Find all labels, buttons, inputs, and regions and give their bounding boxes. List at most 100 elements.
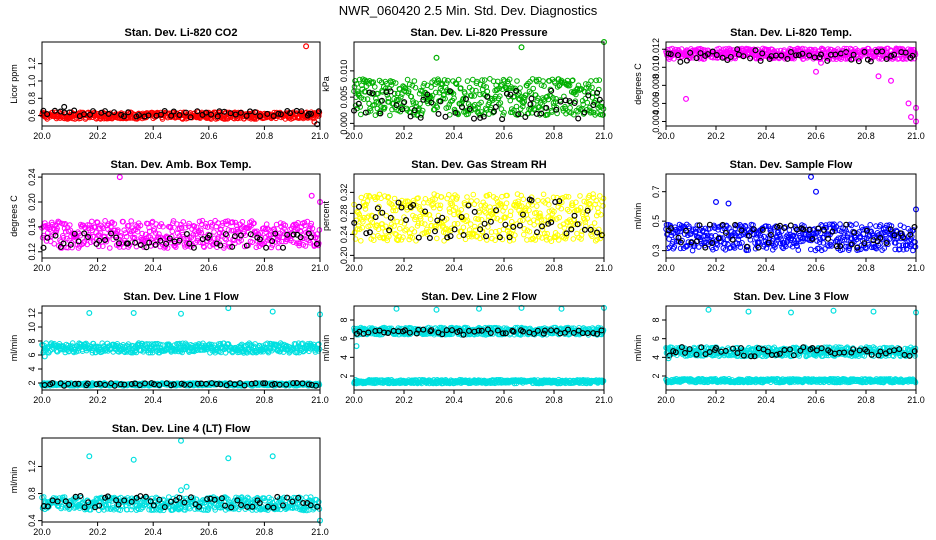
data-point [362, 89, 369, 95]
data-point [544, 197, 551, 203]
data-point [847, 45, 854, 52]
data-point [867, 222, 874, 228]
data-point [100, 243, 106, 249]
data-point [89, 218, 95, 225]
data-point [507, 97, 514, 104]
data-point [104, 222, 111, 229]
data-point [518, 111, 525, 117]
reference-point [677, 58, 684, 65]
outlier-point [907, 113, 914, 120]
data-point [107, 245, 113, 251]
reference-point [356, 203, 363, 210]
data-point [372, 84, 378, 90]
data-point [669, 45, 676, 52]
reference-point [667, 51, 674, 58]
y-axis-label: degrees C [633, 63, 643, 105]
data-point [541, 83, 547, 89]
reference-point [861, 48, 868, 55]
data-point [128, 218, 134, 224]
data-point [419, 107, 426, 114]
data-point [513, 103, 520, 110]
reference-point [734, 46, 741, 53]
reference-point [264, 110, 271, 117]
data-point [594, 110, 601, 116]
data-point [458, 85, 464, 91]
x-tick-label: 20.2 [89, 395, 107, 405]
reference-point [308, 110, 315, 117]
outlier-point [875, 73, 882, 80]
reference-point [437, 98, 444, 105]
data-point [464, 194, 470, 200]
data-point [600, 112, 606, 118]
y-axis-label: ml/min [9, 335, 19, 362]
data-point [384, 92, 391, 98]
data-point [134, 223, 140, 229]
data-point [387, 112, 393, 119]
data-point [397, 225, 403, 232]
reference-point [522, 113, 529, 120]
data-point [503, 200, 510, 206]
data-point [355, 90, 362, 97]
reference-point [51, 107, 58, 114]
data-point [521, 231, 527, 238]
x-tick-label: 20.4 [144, 395, 162, 405]
data-point [360, 78, 367, 85]
reference-point [553, 106, 560, 113]
reference-point [713, 51, 720, 58]
reference-point [513, 87, 520, 94]
reference-point [747, 55, 754, 62]
data-point [853, 221, 859, 227]
data-point [358, 111, 364, 118]
data-point [540, 78, 546, 84]
outlier-point [86, 310, 93, 317]
data-point [428, 95, 435, 102]
x-tick-label: 20.0 [33, 263, 51, 273]
data-point [137, 222, 144, 229]
data-point [97, 230, 104, 236]
data-point [786, 227, 793, 233]
reference-point [161, 107, 168, 114]
data-point [379, 89, 386, 95]
data-point [567, 105, 573, 111]
data-point [464, 78, 471, 84]
reference-point [263, 244, 270, 251]
data-point [453, 81, 460, 87]
data-point [571, 111, 577, 118]
data-point [375, 90, 381, 97]
data-point [425, 100, 431, 107]
data-point [411, 229, 418, 235]
reference-point [792, 52, 799, 59]
data-point [589, 84, 595, 91]
y-tick-label: 0.7 [651, 185, 661, 198]
y-tick-label: 0.32 [339, 184, 349, 202]
data-point [443, 80, 450, 86]
outlier-point [812, 188, 819, 195]
data-point [429, 92, 436, 99]
y-tick-label: 0.5 [651, 215, 661, 228]
y-tick-label: 0.20 [339, 247, 349, 265]
data-point [433, 103, 440, 109]
data-point [563, 110, 569, 117]
reference-point [40, 107, 47, 114]
reference-point [596, 96, 603, 103]
data-point [471, 93, 478, 99]
data-point [404, 76, 411, 83]
outlier-point [130, 310, 137, 317]
data-point [169, 228, 176, 235]
reference-point [71, 107, 78, 114]
x-tick-label: 21.0 [907, 131, 925, 141]
outlier-point [303, 43, 310, 50]
reference-point [415, 234, 422, 241]
data-point [470, 191, 477, 198]
data-point [352, 102, 359, 109]
data-point [87, 234, 93, 240]
data-point [908, 56, 915, 62]
reference-point [562, 97, 569, 104]
reference-point [208, 111, 215, 118]
data-point [381, 104, 388, 111]
data-point [385, 95, 392, 101]
reference-point [435, 110, 442, 117]
reference-point [401, 99, 408, 106]
